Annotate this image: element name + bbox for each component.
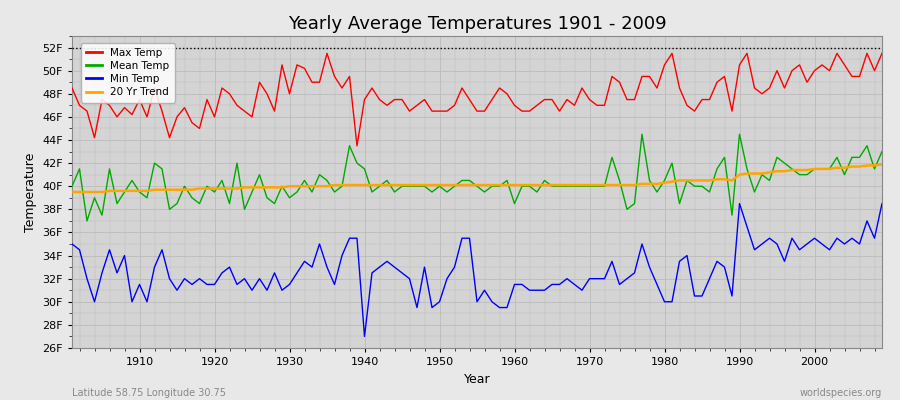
Y-axis label: Temperature: Temperature xyxy=(23,152,37,232)
Legend: Max Temp, Mean Temp, Min Temp, 20 Yr Trend: Max Temp, Mean Temp, Min Temp, 20 Yr Tre… xyxy=(81,43,175,102)
Text: Latitude 58.75 Longitude 30.75: Latitude 58.75 Longitude 30.75 xyxy=(72,388,226,398)
X-axis label: Year: Year xyxy=(464,372,490,386)
Title: Yearly Average Temperatures 1901 - 2009: Yearly Average Temperatures 1901 - 2009 xyxy=(288,15,666,33)
Text: worldspecies.org: worldspecies.org xyxy=(800,388,882,398)
